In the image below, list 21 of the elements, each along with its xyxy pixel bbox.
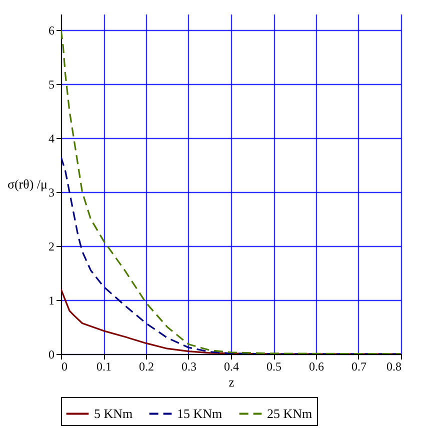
x-tick-label: 0.7: [352, 360, 366, 374]
x-tick-label: 0.2: [139, 360, 154, 374]
y-tick-label: 5: [48, 78, 54, 92]
legend-label: 25 KNm: [267, 406, 312, 421]
x-tick-label: 0.3: [182, 360, 196, 374]
x-tick-label: 0.4: [224, 360, 239, 374]
y-tick-label: 6: [48, 24, 54, 38]
x-tick-label: 0.8: [386, 360, 402, 374]
y-tick-label: 2: [48, 240, 54, 254]
x-tick-label: 0.1: [96, 360, 112, 374]
x-axis-title: z: [228, 374, 235, 390]
y-tick-label: 3: [48, 186, 54, 200]
x-tick-label: 0.5: [266, 360, 282, 374]
y-tick-label: 4: [48, 132, 54, 146]
y-tick-label: 1: [48, 294, 54, 308]
legend-label: 15 KNm: [177, 406, 222, 421]
y-tick-label: 0: [48, 348, 54, 362]
legend-label: 5 KNm: [94, 406, 133, 421]
y-axis-title: σ(rθ) /μ: [7, 176, 48, 192]
x-tick-label: 0: [62, 360, 68, 374]
x-tick-label: 0.6: [309, 360, 324, 374]
